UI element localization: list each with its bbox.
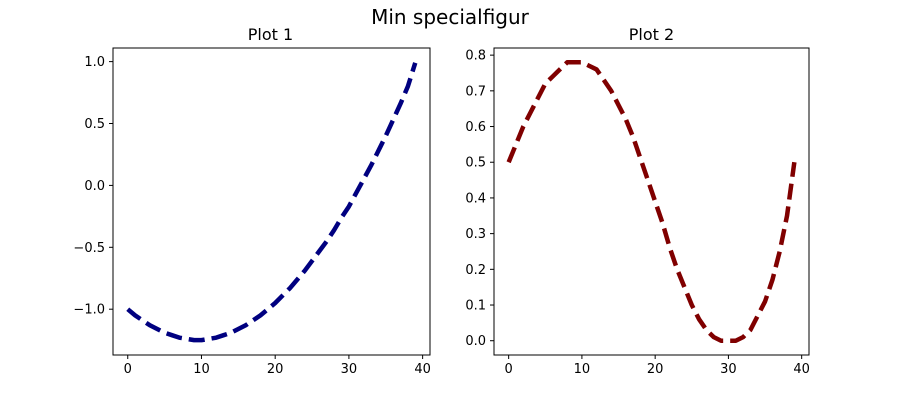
plot-2-title: Plot 2 xyxy=(629,25,674,44)
plot-2-y-tick-label: 0.5 xyxy=(465,156,486,171)
plot-2-x-tick-label: 10 xyxy=(574,362,591,377)
plot-1-x-tick-label: 0 xyxy=(124,362,132,377)
plot-1-lines xyxy=(126,62,418,343)
plot-2-y-tick-label: 0.2 xyxy=(465,263,486,278)
subplot-1: Plot 1 0 10 20 30 40 −1.0 −0.5 0.0 0.5 1.0 xyxy=(73,25,430,377)
plot-2-y-tick-label: 0.8 xyxy=(465,49,486,64)
plot-1-x-tick-label: 40 xyxy=(414,362,431,377)
plot-2-y-tick-label: 0.4 xyxy=(465,191,486,206)
plot-1-x-tick-label: 10 xyxy=(193,362,210,377)
plot-1-x-tick-label: 30 xyxy=(341,362,358,377)
plot-2-x-tick-label: 30 xyxy=(720,362,737,377)
plot-2-x-tick-label: 0 xyxy=(505,362,513,377)
plot-2-series-line xyxy=(506,60,797,343)
plot-2-y-tick-label: 0.1 xyxy=(465,299,486,314)
plot-2-axes-frame xyxy=(493,47,810,356)
plot-2-lines xyxy=(506,60,797,343)
plot-1-series-line xyxy=(126,62,418,343)
plot-2-x-tick-label: 20 xyxy=(647,362,664,377)
plot-1-y-tick-label: 0.0 xyxy=(84,179,105,194)
plot-1-y-tick-label: −0.5 xyxy=(73,241,105,256)
plot-1-y-tick-label: 0.5 xyxy=(84,117,105,132)
plot-2-y-tick-label: 0.3 xyxy=(465,227,486,242)
plot-1-title: Plot 1 xyxy=(248,25,293,44)
plot-1-ticks: 0 10 20 30 40 −1.0 −0.5 0.0 0.5 1.0 xyxy=(73,55,430,377)
plot-2-ticks: 0 10 20 30 40 0.0 0.1 0.2 0.3 0.4 0.5 0.6 0.7 0.8 xyxy=(465,49,810,377)
plot-1-y-tick-label: −1.0 xyxy=(73,303,105,318)
plot-1-y-tick-label: 1.0 xyxy=(84,55,105,70)
plot-2-y-tick-label: 0.0 xyxy=(465,334,486,349)
figure-title: Min specialfigur xyxy=(371,5,530,29)
plot-1-x-tick-label: 20 xyxy=(267,362,284,377)
subplot-2: Plot 2 0 10 20 30 40 0.0 0.1 0.2 0.3 0.4 0.5 0.6 0.7… xyxy=(465,25,810,377)
plot-2-y-tick-label: 0.7 xyxy=(465,84,486,99)
plot-2-y-tick-label: 0.6 xyxy=(465,120,486,135)
plot-1-axes-frame xyxy=(112,47,431,356)
plot-2-x-tick-label: 40 xyxy=(793,362,810,377)
